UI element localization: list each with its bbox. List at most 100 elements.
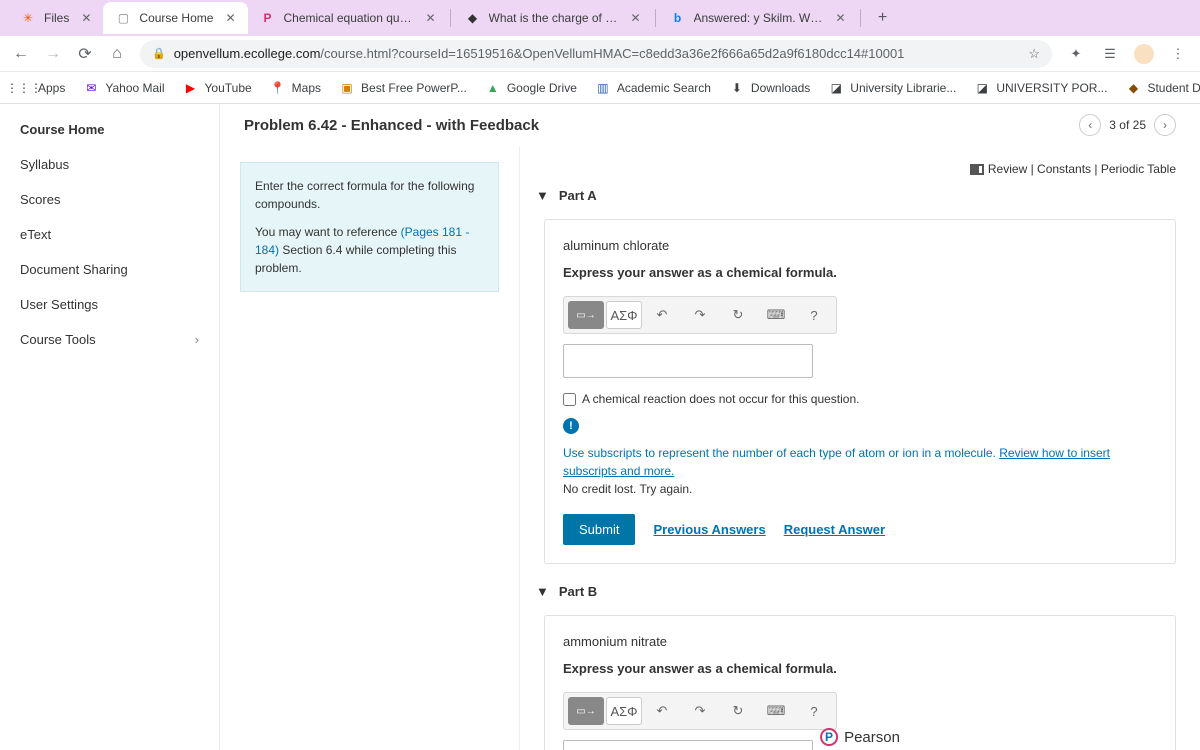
sidebar-item-user-settings[interactable]: User Settings (0, 287, 219, 322)
maps-bookmark[interactable]: 📍 Maps (270, 80, 321, 96)
course-sidebar: Course Home Syllabus Scores eText Docume… (0, 104, 220, 750)
part-a-header[interactable]: ▼Part A (536, 188, 1176, 203)
univ-libraries-bookmark[interactable]: ◪University Librarie... (828, 80, 956, 96)
greek-button[interactable]: ΑΣΦ (606, 697, 642, 725)
extensions-icon[interactable]: ✦ (1066, 44, 1086, 64)
redo-button[interactable]: ↷ (682, 697, 718, 725)
back-icon[interactable]: ← (12, 45, 30, 63)
reset-button[interactable]: ↻ (720, 697, 756, 725)
reset-button[interactable]: ↻ (720, 301, 756, 329)
menu-icon[interactable]: ⋮ (1168, 44, 1188, 64)
bookmark-label: Yahoo Mail (105, 81, 164, 95)
sidebar-item-course-home[interactable]: Course Home (0, 112, 219, 147)
template-button[interactable]: ▭→ (568, 301, 604, 329)
pearson-label: Pearson (844, 729, 900, 746)
bookmark-label: UNIVERSITY POR... (996, 81, 1107, 95)
bookmark-label: YouTube (205, 81, 252, 95)
reading-list-icon[interactable]: ☰ (1100, 44, 1120, 64)
answer-input[interactable] (563, 740, 813, 750)
url-bar[interactable]: 🔒 openvellum.ecollege.com/course.html?co… (140, 40, 1052, 68)
pearson-logo-icon: P (820, 728, 838, 746)
close-icon[interactable]: ✕ (425, 11, 435, 25)
forward-icon[interactable]: → (44, 45, 62, 63)
sidebar-item-scores[interactable]: Scores (0, 182, 219, 217)
feedback-text: Use subscripts to represent the number o… (563, 446, 999, 460)
close-icon[interactable]: ✕ (630, 11, 640, 25)
sidebar-label: User Settings (20, 297, 98, 312)
ref-links-text: Review | Constants | Periodic Table (988, 162, 1176, 176)
sidebar-item-course-tools[interactable]: Course Tools› (0, 322, 219, 357)
sidebar-item-etext[interactable]: eText (0, 217, 219, 252)
submit-button[interactable]: Submit (563, 514, 635, 545)
bookmark-label: Google Drive (507, 81, 577, 95)
content-area: Problem 6.42 - Enhanced - with Feedback … (220, 104, 1200, 750)
feedback-message: Use subscripts to represent the number o… (563, 444, 1157, 498)
close-icon[interactable]: ✕ (225, 11, 235, 25)
keyboard-button[interactable]: ⌨ (758, 697, 794, 725)
tab-course-home[interactable]: ▢ Course Home ✕ (103, 2, 247, 34)
no-reaction-checkbox-row[interactable]: A chemical reaction does not occur for t… (563, 392, 1157, 406)
tab-divider (450, 9, 451, 27)
univ-portal-bookmark[interactable]: ◪UNIVERSITY POR... (974, 80, 1107, 96)
sidebar-item-syllabus[interactable]: Syllabus (0, 147, 219, 182)
tab-files[interactable]: ✳ Files ✕ (8, 2, 103, 34)
tab-answered[interactable]: b Answered: y Skilm. Whing Dra ✕ (658, 2, 858, 34)
apps-bookmark[interactable]: ⋮⋮⋮Apps (16, 80, 65, 96)
tab-favicon: P (260, 10, 276, 26)
mail-icon: ✉ (83, 80, 99, 96)
hint-intro: Enter the correct formula for the follow… (255, 177, 484, 213)
lock-icon: 🔒 (152, 47, 166, 60)
pager-next-button[interactable]: › (1154, 114, 1176, 136)
profile-avatar[interactable] (1134, 44, 1154, 64)
drive-icon: ▲ (485, 80, 501, 96)
request-answer-link[interactable]: Request Answer (784, 522, 885, 537)
answer-input[interactable] (563, 344, 813, 378)
redo-button[interactable]: ↷ (682, 301, 718, 329)
tab-charge[interactable]: ◆ What is the charge of the com ✕ (453, 2, 653, 34)
home-icon[interactable]: ⌂ (108, 45, 126, 63)
tab-title: What is the charge of the com (489, 11, 619, 25)
bookmark-label: Academic Search (617, 81, 711, 95)
keyboard-button[interactable]: ⌨ (758, 301, 794, 329)
new-tab-button[interactable]: + (871, 9, 895, 27)
greek-button[interactable]: ΑΣΦ (606, 301, 642, 329)
problem-title: Problem 6.42 - Enhanced - with Feedback (244, 117, 539, 134)
close-icon[interactable]: ✕ (81, 11, 91, 25)
no-reaction-checkbox[interactable] (563, 393, 576, 406)
feedback-plain: No credit lost. Try again. (563, 482, 692, 496)
downloads-bookmark[interactable]: ⬇Downloads (729, 80, 810, 96)
part-b-header[interactable]: ▼Part B (536, 584, 1176, 599)
help-button[interactable]: ? (796, 697, 832, 725)
powerpoint-bookmark[interactable]: ▣Best Free PowerP... (339, 80, 467, 96)
app-body: Course Home Syllabus Scores eText Docume… (0, 104, 1200, 750)
youtube-bookmark[interactable]: ▶YouTube (183, 80, 252, 96)
reload-icon[interactable]: ⟳ (76, 44, 94, 64)
maps-icon: 📍 (270, 80, 286, 96)
bookmark-label: University Librarie... (850, 81, 956, 95)
academic-search-bookmark[interactable]: ▥Academic Search (595, 80, 711, 96)
template-button[interactable]: ▭→ (568, 697, 604, 725)
drive-bookmark[interactable]: ▲ Google Drive (485, 80, 577, 96)
previous-answers-link[interactable]: Previous Answers (653, 522, 765, 537)
star-icon[interactable]: ☆ (1028, 46, 1040, 62)
tab-divider (655, 9, 656, 27)
tab-favicon: ✳ (20, 10, 36, 26)
checkbox-label: A chemical reaction does not occur for t… (582, 392, 859, 406)
undo-button[interactable]: ↶ (644, 697, 680, 725)
instruction-text: Express your answer as a chemical formul… (563, 661, 1157, 676)
bookmark-label: Maps (292, 81, 321, 95)
doc-icon: ▣ (339, 80, 355, 96)
undo-button[interactable]: ↶ (644, 301, 680, 329)
error-icon: ! (563, 418, 579, 434)
close-icon[interactable]: ✕ (835, 11, 845, 25)
yahoo-mail-bookmark[interactable]: ✉ Yahoo Mail (83, 80, 164, 96)
help-button[interactable]: ? (796, 301, 832, 329)
tab-chem-questions[interactable]: P Chemical equation questions ✕ (248, 2, 448, 34)
pager-prev-button[interactable]: ‹ (1079, 114, 1101, 136)
reference-links[interactable]: Review | Constants | Periodic Table (544, 162, 1176, 176)
sidebar-item-doc-sharing[interactable]: Document Sharing (0, 252, 219, 287)
student-detail-bookmark[interactable]: ◆Student Detail Sc... (1125, 80, 1200, 96)
browser-toolbar: ← → ⟳ ⌂ 🔒 openvellum.ecollege.com/course… (0, 36, 1200, 72)
tab-title: Answered: y Skilm. Whing Dra (694, 11, 824, 25)
sidebar-label: Scores (20, 192, 60, 207)
